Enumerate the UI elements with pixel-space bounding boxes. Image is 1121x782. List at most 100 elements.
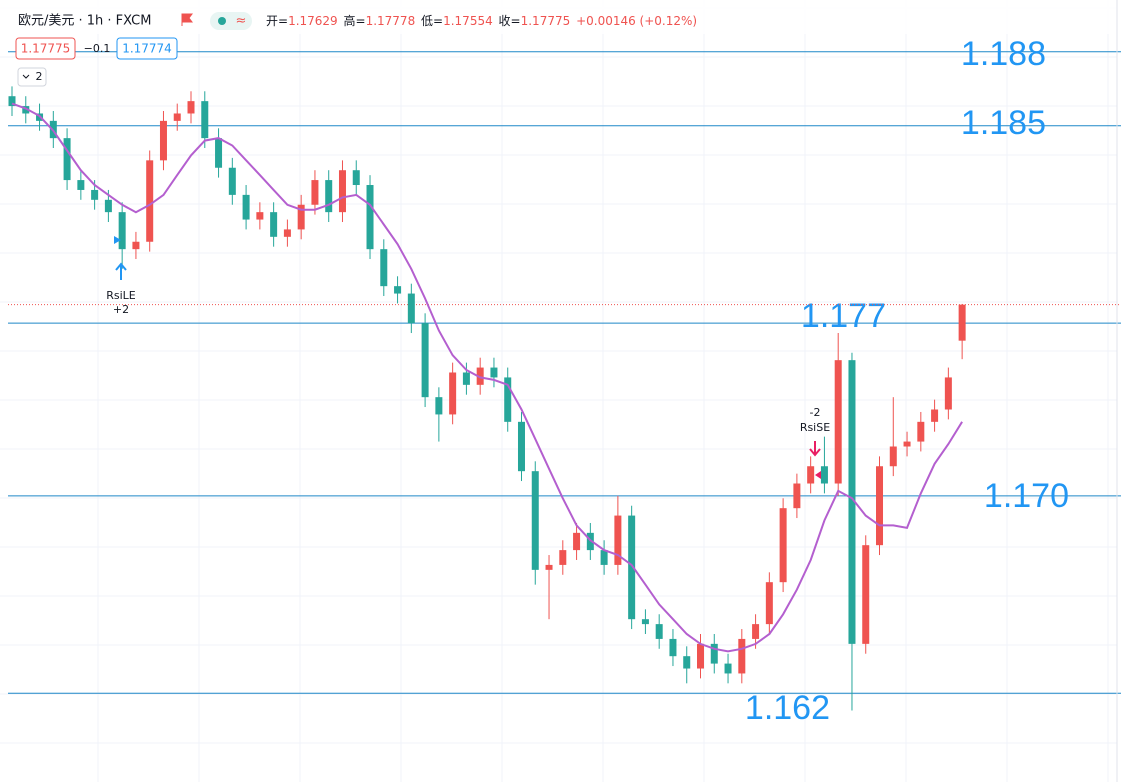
candle-body [394,286,402,294]
candle-body [931,409,939,422]
candle-body [187,101,195,114]
candle-body [421,323,429,398]
candle-body [228,167,236,195]
indicator-toggle[interactable] [17,67,47,87]
bid-tag-box[interactable] [15,37,76,60]
candle-body [710,643,718,664]
candle-body [958,304,966,341]
candle-body [876,466,884,546]
candle-body [889,446,897,467]
candle-body [256,212,264,220]
ask-tag-box[interactable] [116,37,178,60]
candle-body [77,180,85,190]
change: +0.00146 (+0.12%) [576,14,697,28]
candle-body [380,249,388,287]
candle-body [820,466,828,484]
candle-body [724,663,732,674]
candle-body [104,199,112,213]
candle-body [862,545,870,644]
candle-body [22,106,30,114]
flag-icon[interactable] [181,13,193,26]
ohlc-value: 1.17554 [443,14,493,28]
candle-body [517,421,525,472]
candle-body [738,638,746,674]
candle-body [146,160,154,242]
candle-body [669,638,677,657]
level-label: 1.188 [961,35,1046,73]
candle-body [655,624,663,639]
candle-body [159,120,167,161]
signal-label: RsiSE [800,421,830,434]
candle-body [242,194,250,220]
candle-body [779,508,787,583]
candle-body [903,441,911,447]
candle-body [586,532,594,551]
signal-qty: +2 [113,303,129,316]
ohlc-label: 高= [344,13,366,28]
ohlc-value: 1.17778 [366,14,416,28]
candle-body [173,113,181,121]
candle-body [765,582,773,625]
candle-body [559,550,567,565]
candle-body [490,367,498,378]
status-badge[interactable] [210,12,252,30]
candle-body [531,471,539,570]
candle-body [8,96,16,107]
candle-body [628,515,636,620]
status-dot [218,17,226,25]
candle-body [366,185,374,250]
chevron [22,74,30,79]
ohlc-label: 开= [266,14,288,28]
level-label: 1.177 [801,297,886,335]
candle-body [793,483,801,509]
status-icon: ≈ [236,14,247,29]
candle-body [283,229,291,237]
candle-body [435,397,443,415]
level-label: 1.170 [984,477,1069,515]
indicator-count: 2 [36,70,43,83]
signal-qty: -2 [810,406,821,419]
candle-body [311,180,319,205]
candle-body [297,204,305,230]
moving-average [11,102,963,653]
level-label: 1.162 [745,689,830,727]
candle-body [917,421,925,442]
candle-body [462,372,470,385]
candle-body [118,212,126,250]
candle-body [63,138,71,181]
ask-tag[interactable]: 1.17774 [122,42,172,56]
sell-marker [815,471,821,479]
buy-arrow [115,262,127,280]
signal-label: RsiLE [106,289,136,302]
candle-body [683,656,691,669]
candle-body [807,466,815,484]
buy-marker [114,236,121,244]
candle-body [834,360,842,484]
candle-body [132,241,140,250]
spread: −0.1 [84,42,111,55]
ohlc-value: 1.17775 [521,14,571,28]
candle-body [573,532,581,551]
candle-body [325,180,333,213]
candle-body [352,170,360,186]
symbol: 欧元/美元 · 1h · FXCM [18,14,151,29]
bid-tag[interactable]: 1.17775 [21,42,71,56]
sell-arrow [809,441,821,457]
ohlc-label: 低= [421,14,443,28]
candle-body [504,377,512,422]
candle-body [476,367,484,385]
ohlc-label: 收= [499,14,521,28]
plot-area: 1.188 1.185 1.177 1.170 1.162 [8,35,1121,727]
candle-body [944,377,952,410]
candle-body [641,619,649,625]
candle-body [848,360,856,644]
candle-body [270,212,278,237]
candle-body [697,643,704,669]
candle-body [752,624,760,639]
candle-body [449,372,457,415]
candle-body [338,170,346,213]
candle-body [614,515,622,565]
ohlc-value: 1.17629 [288,14,338,28]
